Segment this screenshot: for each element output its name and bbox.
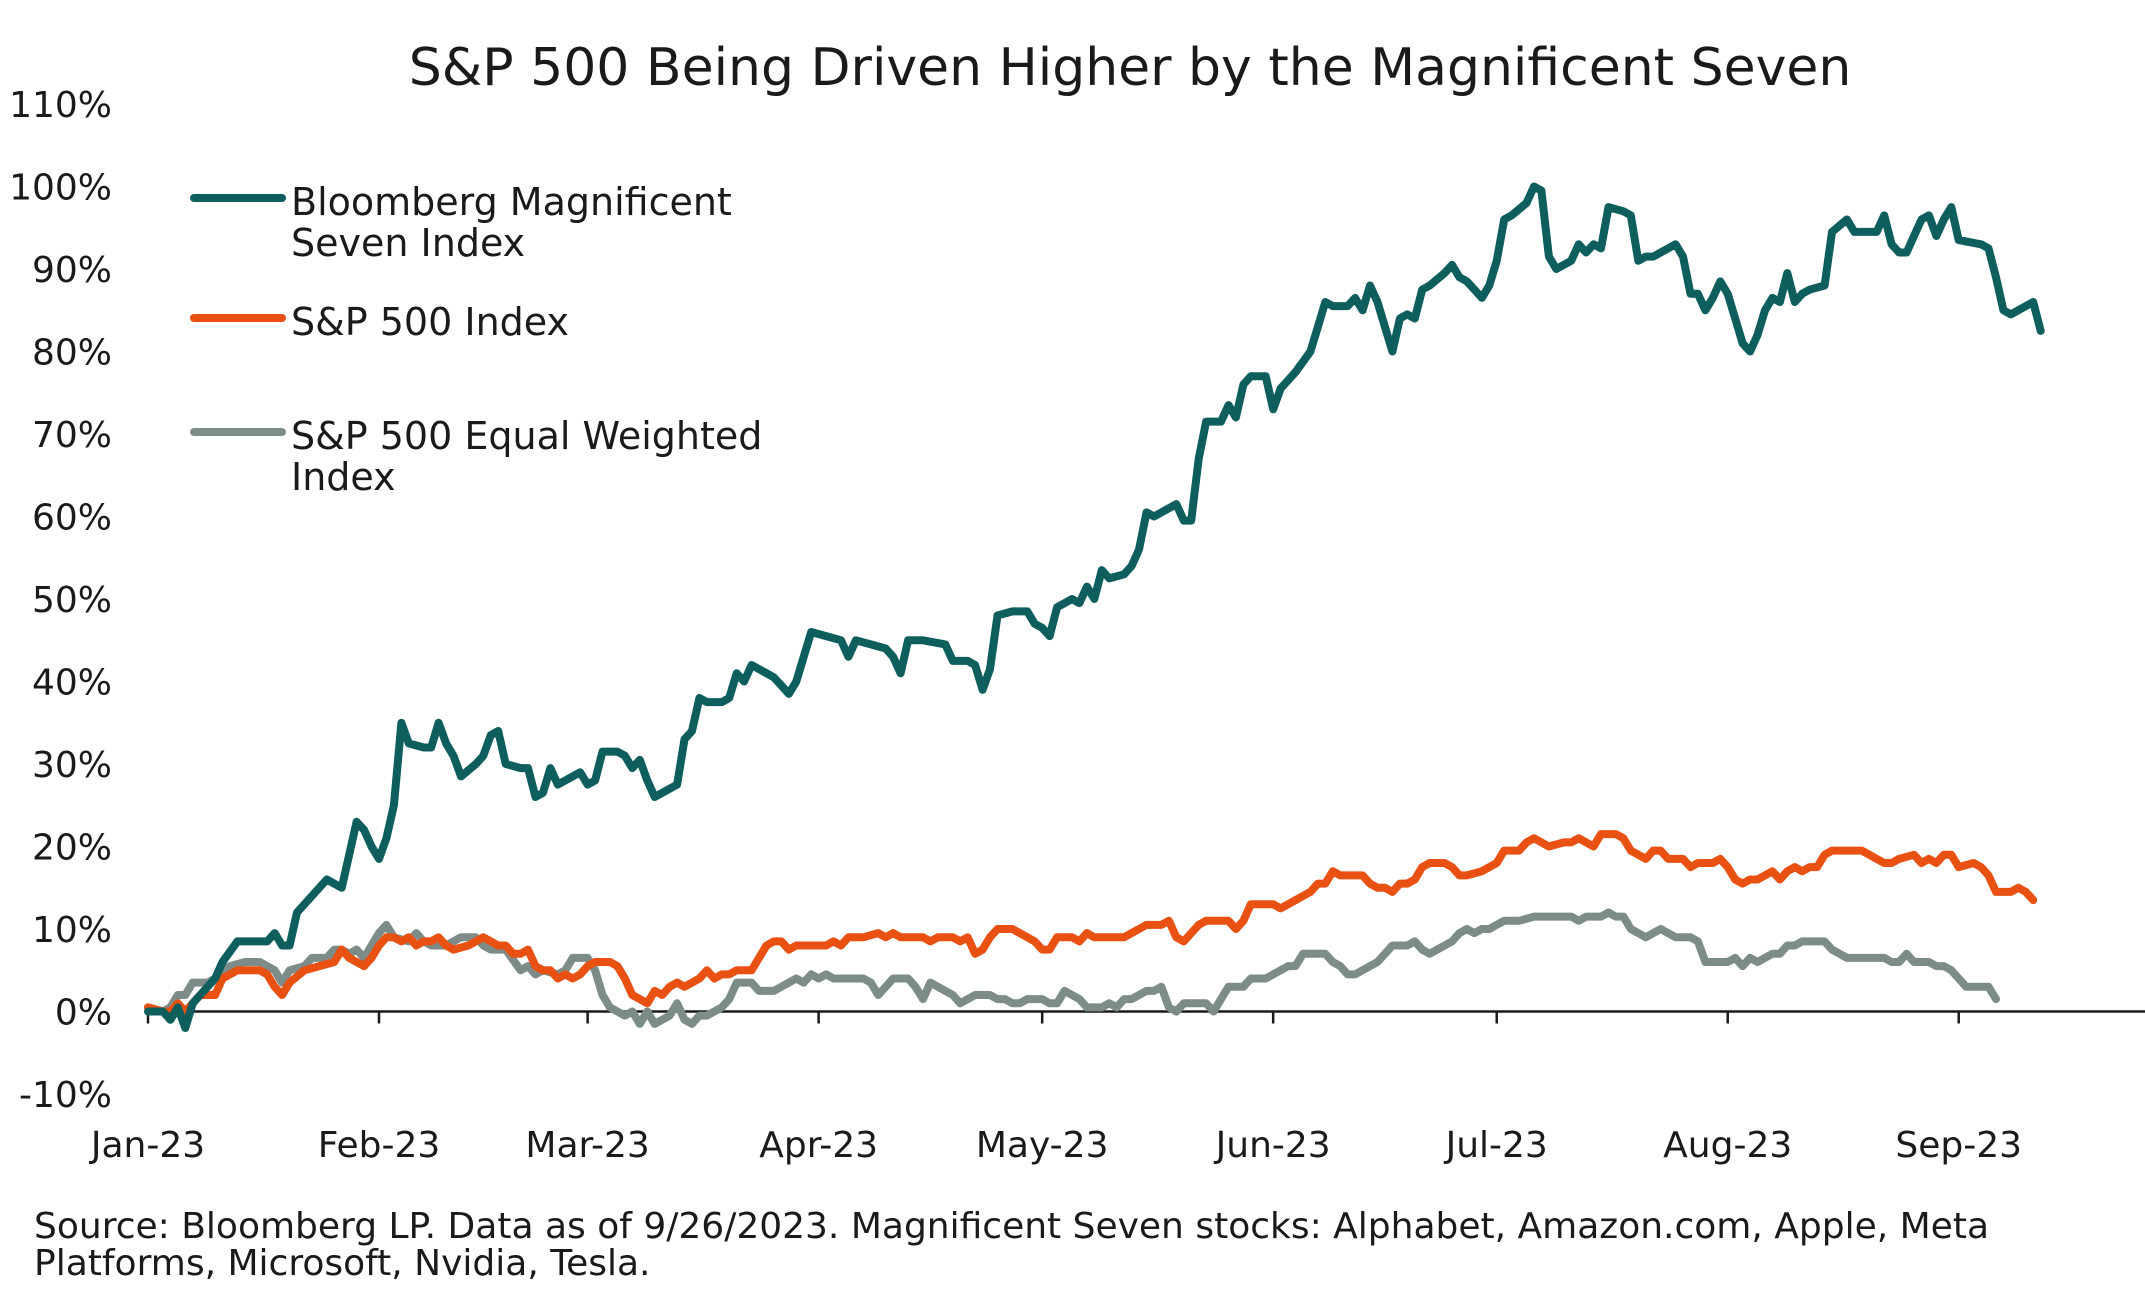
series-line-1 [144, 830, 2038, 1016]
y-tick-label: 60% [32, 498, 112, 539]
chart-title: S&P 500 Being Driven Higher by the Magni… [409, 38, 1852, 98]
series-line-0 [144, 182, 2045, 1032]
y-tick-label: 50% [32, 580, 112, 621]
x-tick-label: Jun-23 [1214, 1125, 1331, 1166]
legend-label: S&P 500 Equal Weighted [291, 414, 762, 458]
y-tick-label: 40% [32, 663, 112, 704]
source-footnote: Source: Bloomberg LP. Data as of 9/26/20… [34, 1206, 1990, 1284]
y-tick-label: 100% [9, 168, 112, 209]
x-tick-label: May-23 [976, 1125, 1109, 1166]
legend-label: Seven Index [291, 221, 525, 265]
series-line-2 [144, 908, 2000, 1028]
legend-label: Bloomberg Magnificent [291, 180, 732, 224]
y-tick-label: 30% [32, 745, 112, 786]
y-tick-label: 70% [32, 415, 112, 456]
y-tick-label: 110% [9, 85, 112, 126]
y-tick-label: 0% [55, 993, 112, 1034]
y-tick-label: 80% [32, 333, 112, 374]
x-axis-tick-labels: Jan-23 Feb-23 Mar-23 Apr-23 May-23 Jun-23 Jul-… [89, 1125, 2022, 1166]
x-tick-label: Feb-23 [318, 1125, 441, 1166]
x-tick-label: Aug-23 [1663, 1125, 1792, 1166]
x-tick-label: Sep-23 [1895, 1125, 2022, 1166]
x-axis [146, 1010, 2145, 1024]
x-tick-label: Apr-23 [759, 1125, 878, 1166]
y-tick-label: 90% [32, 250, 112, 291]
x-tick-label: Mar-23 [525, 1125, 649, 1166]
y-axis-tick-labels: -10% 0% 10% 20% 30% 40% 50% 60% 70% 80% 90% 100% 110… [9, 85, 112, 1116]
y-tick-label: -10% [19, 1075, 112, 1116]
x-tick-label: Jul-23 [1444, 1125, 1548, 1166]
legend-label: Index [291, 455, 396, 499]
series-lines [144, 182, 2045, 1032]
y-tick-label: 20% [32, 828, 112, 869]
legend-label: S&P 500 Index [291, 300, 569, 344]
y-tick-label: 10% [32, 910, 112, 951]
x-tick-label: Jan-23 [89, 1125, 205, 1166]
